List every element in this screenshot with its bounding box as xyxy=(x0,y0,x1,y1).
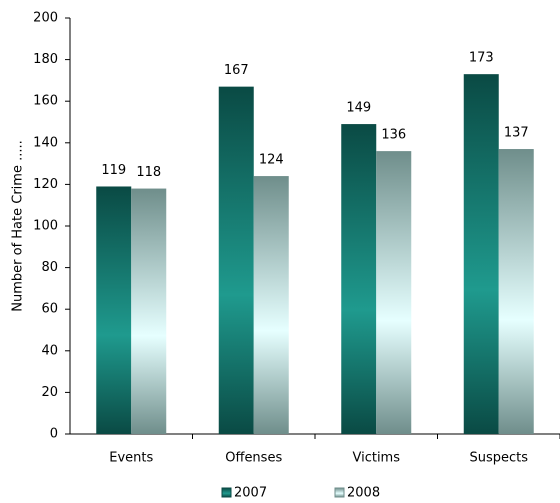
value-label: 137 xyxy=(504,126,529,141)
value-label: 118 xyxy=(136,165,161,180)
value-label: 136 xyxy=(381,128,406,143)
x-tick-label: Victims xyxy=(352,451,400,466)
value-label: 149 xyxy=(346,101,371,116)
y-tick-label: 40 xyxy=(41,343,58,358)
legend-label: 2008 xyxy=(347,486,380,501)
y-tick-label: 20 xyxy=(41,385,58,400)
bar xyxy=(498,149,534,435)
bar xyxy=(341,124,377,434)
y-tick-label: 120 xyxy=(33,177,58,192)
legend-swatch xyxy=(334,487,345,498)
x-tick-label: Offenses xyxy=(225,451,282,466)
y-tick-label: 160 xyxy=(33,94,58,109)
y-tick-label: 100 xyxy=(33,219,58,234)
y-tick-label: 140 xyxy=(33,135,58,150)
value-label: 167 xyxy=(224,63,249,78)
bar xyxy=(463,74,499,434)
y-axis-label: Number of Hate Crime ..... xyxy=(11,140,26,311)
bar xyxy=(253,176,289,434)
y-tick-label: 0 xyxy=(50,427,58,442)
value-label: 124 xyxy=(259,153,284,168)
y-tick-label: 80 xyxy=(41,260,58,275)
bar xyxy=(376,151,412,434)
y-tick-label: 180 xyxy=(33,52,58,67)
value-label: 119 xyxy=(101,163,126,178)
x-tick-label: Suspects xyxy=(469,451,528,466)
y-tick-label: 60 xyxy=(41,302,58,317)
bar xyxy=(96,186,132,434)
value-label: 173 xyxy=(469,51,494,66)
y-tick-label: 200 xyxy=(33,11,58,26)
bar xyxy=(131,188,167,434)
legend-label: 2007 xyxy=(234,486,267,501)
x-tick-label: Events xyxy=(109,451,153,466)
legend-swatch xyxy=(221,487,232,498)
bar xyxy=(218,86,254,434)
